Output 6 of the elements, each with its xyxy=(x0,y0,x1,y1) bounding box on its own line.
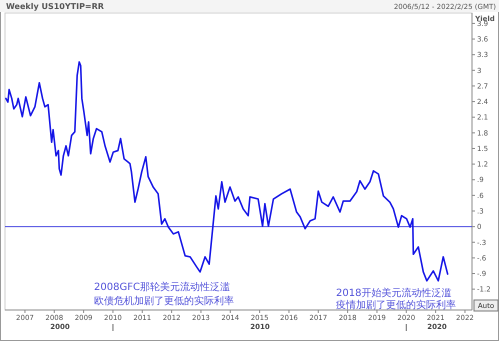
line-series xyxy=(5,61,448,282)
annotation: 2008GFC那轮美元流动性泛滥 xyxy=(94,281,230,293)
annotation: 2018开始美元流动性泛滥 xyxy=(336,287,452,299)
annotation: 欧债危机加剧了更低的实际利率 xyxy=(94,295,234,307)
chart-title: Weekly US10YTIP=RR xyxy=(6,2,104,11)
annotation: 疫情加剧了更低的实际利率 xyxy=(336,299,456,311)
